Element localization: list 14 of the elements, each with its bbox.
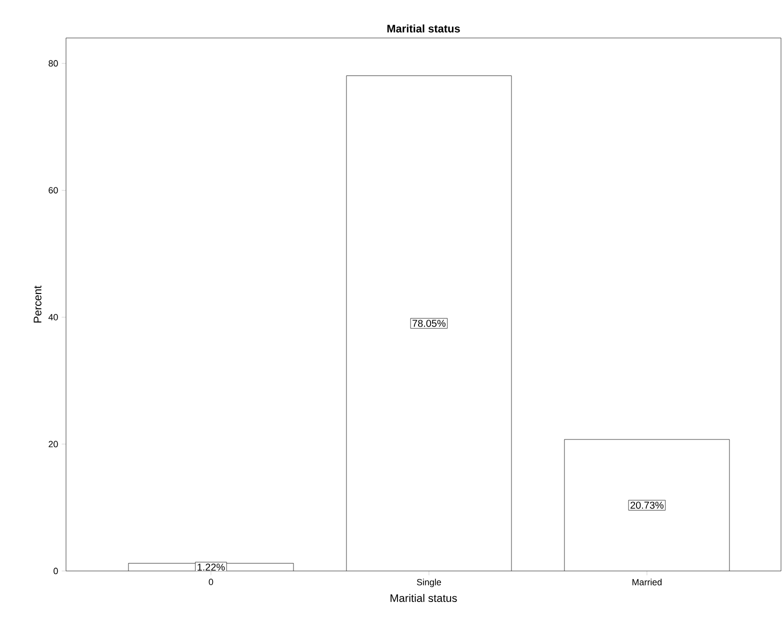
x-tick-label: Married — [632, 578, 662, 586]
y-axis-title: Percent — [34, 286, 42, 322]
y-tick-label: 80 — [48, 60, 58, 67]
chart-title: Maritial status — [387, 24, 460, 32]
x-tick-label: 0 — [208, 578, 214, 586]
x-axis-title: Maritial status — [390, 594, 457, 602]
x-tick-label: Single — [416, 578, 442, 588]
y-tick-label: 40 — [48, 314, 58, 320]
data-label: 20.73% — [630, 502, 664, 509]
data-label: 1.22% — [198, 564, 225, 571]
y-tick-label: 20 — [48, 440, 58, 448]
data-label: 78.05% — [412, 320, 446, 327]
y-tick-label: 0 — [54, 568, 58, 574]
y-tick-label: 60 — [48, 187, 58, 194]
